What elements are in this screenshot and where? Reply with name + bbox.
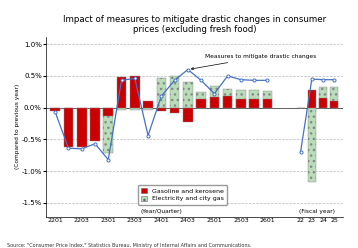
Bar (130, 76, 140, 108)
Bar (223, 89, 232, 108)
Bar (263, 99, 272, 108)
Bar (64, 108, 73, 147)
Bar (236, 90, 246, 108)
Bar (250, 99, 259, 108)
Y-axis label: (Compared to previous year): (Compared to previous year) (15, 84, 20, 169)
Bar (50, 108, 60, 110)
Text: Measures to mitigate drastic changes: Measures to mitigate drastic changes (191, 54, 316, 70)
Bar (183, 82, 193, 108)
Bar (103, 108, 113, 153)
Bar (209, 97, 219, 108)
Bar (50, 108, 60, 111)
Bar (90, 108, 100, 141)
Bar (223, 96, 232, 108)
Bar (156, 78, 166, 108)
Bar (196, 99, 206, 108)
Bar (90, 108, 100, 116)
Bar (143, 101, 153, 108)
Bar (143, 108, 153, 110)
Legend: Gasoline and kerosene, Electricity and city gas: Gasoline and kerosene, Electricity and c… (138, 185, 227, 205)
Bar (263, 91, 272, 108)
Bar (103, 108, 113, 117)
Text: Source: "Consumer Price Index," Statistics Bureau, Ministry of Internal Affairs : Source: "Consumer Price Index," Statisti… (7, 243, 252, 248)
Title: Impact of measures to mitigate drastic changes in consumer
prices (excluding fre: Impact of measures to mitigate drastic c… (63, 15, 326, 34)
Bar (183, 108, 193, 122)
Bar (209, 86, 219, 108)
Bar (170, 76, 179, 108)
Bar (319, 87, 327, 108)
Bar (64, 108, 73, 110)
Bar (308, 108, 316, 183)
Bar (330, 87, 338, 108)
Bar (77, 108, 87, 110)
Text: (Fiscal year): (Fiscal year) (300, 209, 335, 214)
Bar (236, 99, 246, 108)
Bar (117, 108, 126, 110)
Bar (308, 91, 316, 108)
Bar (196, 92, 206, 108)
Bar (156, 108, 166, 111)
Bar (250, 90, 259, 108)
Bar (77, 108, 87, 147)
Bar (170, 108, 179, 113)
Text: (Year/Quarter): (Year/Quarter) (140, 209, 182, 214)
Bar (319, 98, 327, 108)
Bar (130, 108, 140, 110)
Bar (330, 101, 338, 108)
Bar (117, 77, 126, 108)
